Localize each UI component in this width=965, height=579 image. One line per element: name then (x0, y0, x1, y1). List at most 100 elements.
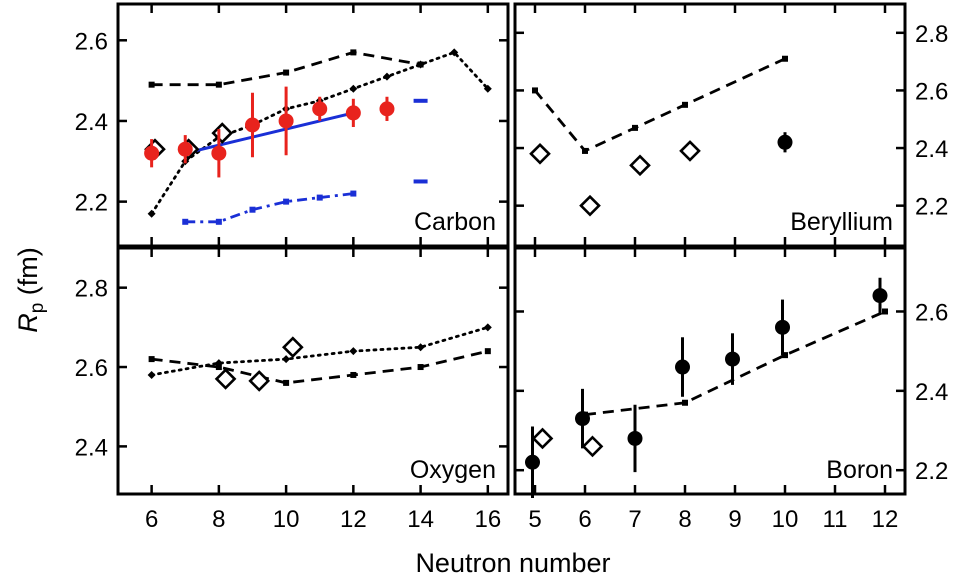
x-tick-label: 14 (407, 506, 434, 533)
panel-label-carbon: Carbon (414, 208, 496, 236)
blue-square-marker (350, 190, 357, 197)
open-diamond-marker (679, 140, 701, 162)
black-data-point (872, 288, 888, 304)
open-diamond-marker (531, 427, 554, 450)
black-data-point (575, 411, 590, 427)
diamond-marker (349, 84, 358, 93)
square-marker (484, 348, 491, 355)
y-axis-title-subscript: p (27, 303, 48, 314)
panel-top-right: 2.2 2.4 2.6 2.8 Beryllium (513, 2, 948, 248)
square-marker (283, 69, 290, 76)
square-marker (632, 124, 638, 131)
diamond-marker (147, 370, 156, 379)
y-tick-label: 2.4 (75, 109, 108, 136)
red-data-point (144, 145, 160, 161)
square-marker (682, 101, 688, 108)
square-marker (782, 55, 788, 62)
red-data-point (379, 101, 395, 117)
series-line-dotted (150, 50, 490, 216)
diamond-marker (282, 355, 291, 364)
black-data-point (675, 359, 690, 375)
x-tick-label: 10 (273, 506, 300, 533)
panel-frame (116, 246, 510, 496)
y-tick-label: 2.8 (915, 21, 948, 48)
y-tick-label: 2.8 (75, 276, 108, 303)
diamond-marker (416, 60, 425, 69)
diamond-marker (349, 347, 358, 356)
panel-bottom-left: 6 8 10 12 14 16 2.4 2.6 2.8 Oxygen (75, 246, 510, 533)
y-axis-title-unit: (fm) (13, 247, 43, 302)
y-tick-label: 2.6 (75, 355, 108, 382)
diamond-marker (147, 209, 156, 218)
y-tick-label: 2.6 (915, 299, 948, 326)
y-tick-label: 2.4 (915, 379, 948, 406)
x-tick-label: 6 (578, 506, 591, 533)
red-data-point (211, 145, 227, 161)
diamond-marker (382, 72, 391, 81)
blue-square-marker (182, 218, 189, 225)
x-tick-label: 10 (772, 506, 799, 533)
open-diamond-marker (281, 336, 304, 359)
square-marker (350, 49, 357, 56)
y-tick-label: 2.2 (75, 190, 108, 217)
square-marker (782, 352, 788, 359)
y-tick-label: 2.4 (915, 136, 948, 163)
panel-bottom-right: 5 6 7 8 9 10 11 12 2.2 2.4 2.6 Boron (513, 246, 948, 533)
x-tick-label: 8 (678, 506, 691, 533)
x-tick-label: 6 (145, 506, 158, 533)
x-tick-label: 8 (212, 506, 225, 533)
series-line-dotted (150, 325, 490, 377)
panel-frame (513, 246, 907, 496)
x-tick-label: 5 (528, 506, 541, 533)
open-diamond-marker (248, 370, 271, 392)
panel-top-left: 2.2 2.4 2.6 Carbon (75, 2, 510, 248)
panel-label-beryllium: Beryllium (790, 208, 893, 236)
diamond-marker (214, 359, 223, 368)
red-data-point (278, 113, 294, 129)
square-marker (148, 81, 155, 88)
diamond-marker (416, 343, 425, 352)
y-tick-label: 2.6 (915, 78, 948, 105)
open-diamond-marker (579, 194, 601, 217)
x-tick-label: 16 (474, 506, 501, 533)
x-tick-label: 12 (340, 506, 367, 533)
y-tick-label: 2.2 (915, 194, 948, 221)
open-diamond-marker (529, 142, 551, 165)
x-tick-label: 11 (823, 506, 848, 533)
panel-label-oxygen: Oxygen (410, 456, 496, 484)
blue-square-marker (249, 206, 256, 213)
red-data-point (345, 105, 361, 121)
y-axis-title-symbol: R (13, 313, 43, 333)
series-line-solid-blue (184, 111, 354, 155)
square-marker (350, 371, 357, 378)
blue-square-marker (283, 198, 290, 205)
square-marker (532, 87, 538, 94)
y-axis-title: Rp (fm) (13, 247, 48, 333)
x-tick-label: 12 (872, 506, 899, 533)
x-axis-title: Neutron number (415, 548, 610, 578)
open-diamond-marker (629, 154, 651, 177)
series-line-dashed (533, 57, 786, 153)
black-data-point (525, 454, 540, 470)
diamond-marker (450, 48, 459, 57)
black-data-point (627, 430, 643, 446)
square-marker (283, 379, 290, 386)
square-marker (682, 399, 688, 406)
panel-frame (513, 2, 907, 248)
red-data-point (244, 117, 260, 133)
square-marker (582, 147, 588, 154)
black-data-point (775, 319, 790, 335)
red-data-point (177, 141, 193, 157)
diamond-marker (483, 84, 492, 93)
blue-square-marker (316, 194, 323, 201)
y-tick-label: 2.6 (75, 28, 108, 55)
black-data-point (725, 351, 740, 367)
square-marker (148, 356, 155, 363)
square-marker (882, 308, 888, 315)
x-tick-label: 9 (728, 506, 741, 533)
red-data-point (312, 101, 328, 117)
y-tick-label: 2.4 (75, 434, 108, 461)
open-diamond-marker (581, 435, 604, 458)
square-marker (215, 81, 222, 88)
